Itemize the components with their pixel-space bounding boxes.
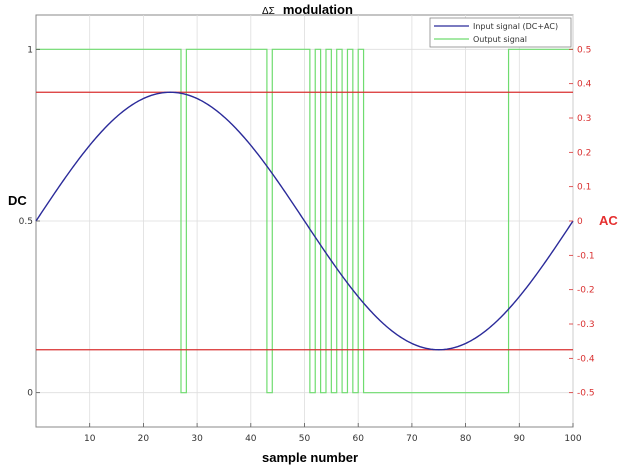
output-signal-line [36,48,573,394]
x-tick-label: 80 [460,434,472,444]
legend-box [429,17,572,48]
legend-input-label: Input signal (DC+AC) [473,22,558,31]
x-tick-label: 100 [564,434,581,444]
x-tick-label: 40 [245,434,257,444]
left-tick-label: 1 [27,45,33,55]
right-tick-label: -0.4 [577,354,595,364]
right-tick-label: -0.2 [577,286,595,296]
x-axis-label: sample number [262,450,358,465]
left-tick-label: 0 [27,389,33,399]
right-tick-label: 0.3 [577,114,591,124]
x-axis-ticks: 10 20 30 40 50 60 70 80 90 100 [84,423,582,444]
right-axis-ticks: -0.5 -0.4 -0.3 -0.2 -0.1 0 0.1 0.2 0.3 0.4 0.5 [569,45,595,399]
x-tick-label: 30 [191,434,203,444]
left-tick-label: 0.5 [19,217,33,227]
x-tick-label: 60 [352,434,364,444]
right-tick-label: 0.2 [577,148,591,158]
x-tick-label: 50 [299,434,311,444]
x-tick-label: 70 [406,434,418,444]
legend: Input signal (DC+AC) Output signal [429,17,572,48]
left-axis-label: DC [8,193,27,208]
input-signal-series [35,91,574,351]
x-tick-label: 20 [138,434,150,444]
chart-title-symbol: ΔΣ [262,6,275,17]
x-tick-label: 10 [84,434,96,444]
right-tick-label: 0.5 [577,45,591,55]
chart-title: ΔΣ modulation [262,2,353,17]
right-axis-label: AC [599,213,618,228]
legend-output-label: Output signal [473,35,527,44]
x-tick-label: 90 [514,434,526,444]
right-tick-label: 0.1 [577,183,591,193]
right-tick-label: 0 [577,217,583,227]
right-tick-label: 0.4 [577,80,592,90]
chart-title-text: modulation [283,2,353,17]
ac-reference-lines [36,91,573,351]
input-signal-line [35,91,574,351]
right-tick-label: -0.3 [577,320,595,330]
right-tick-label: -0.1 [577,251,595,261]
left-axis-ticks: 00.51 [19,45,40,399]
right-tick-label: -0.5 [577,389,595,399]
output-signal-series [36,48,573,394]
